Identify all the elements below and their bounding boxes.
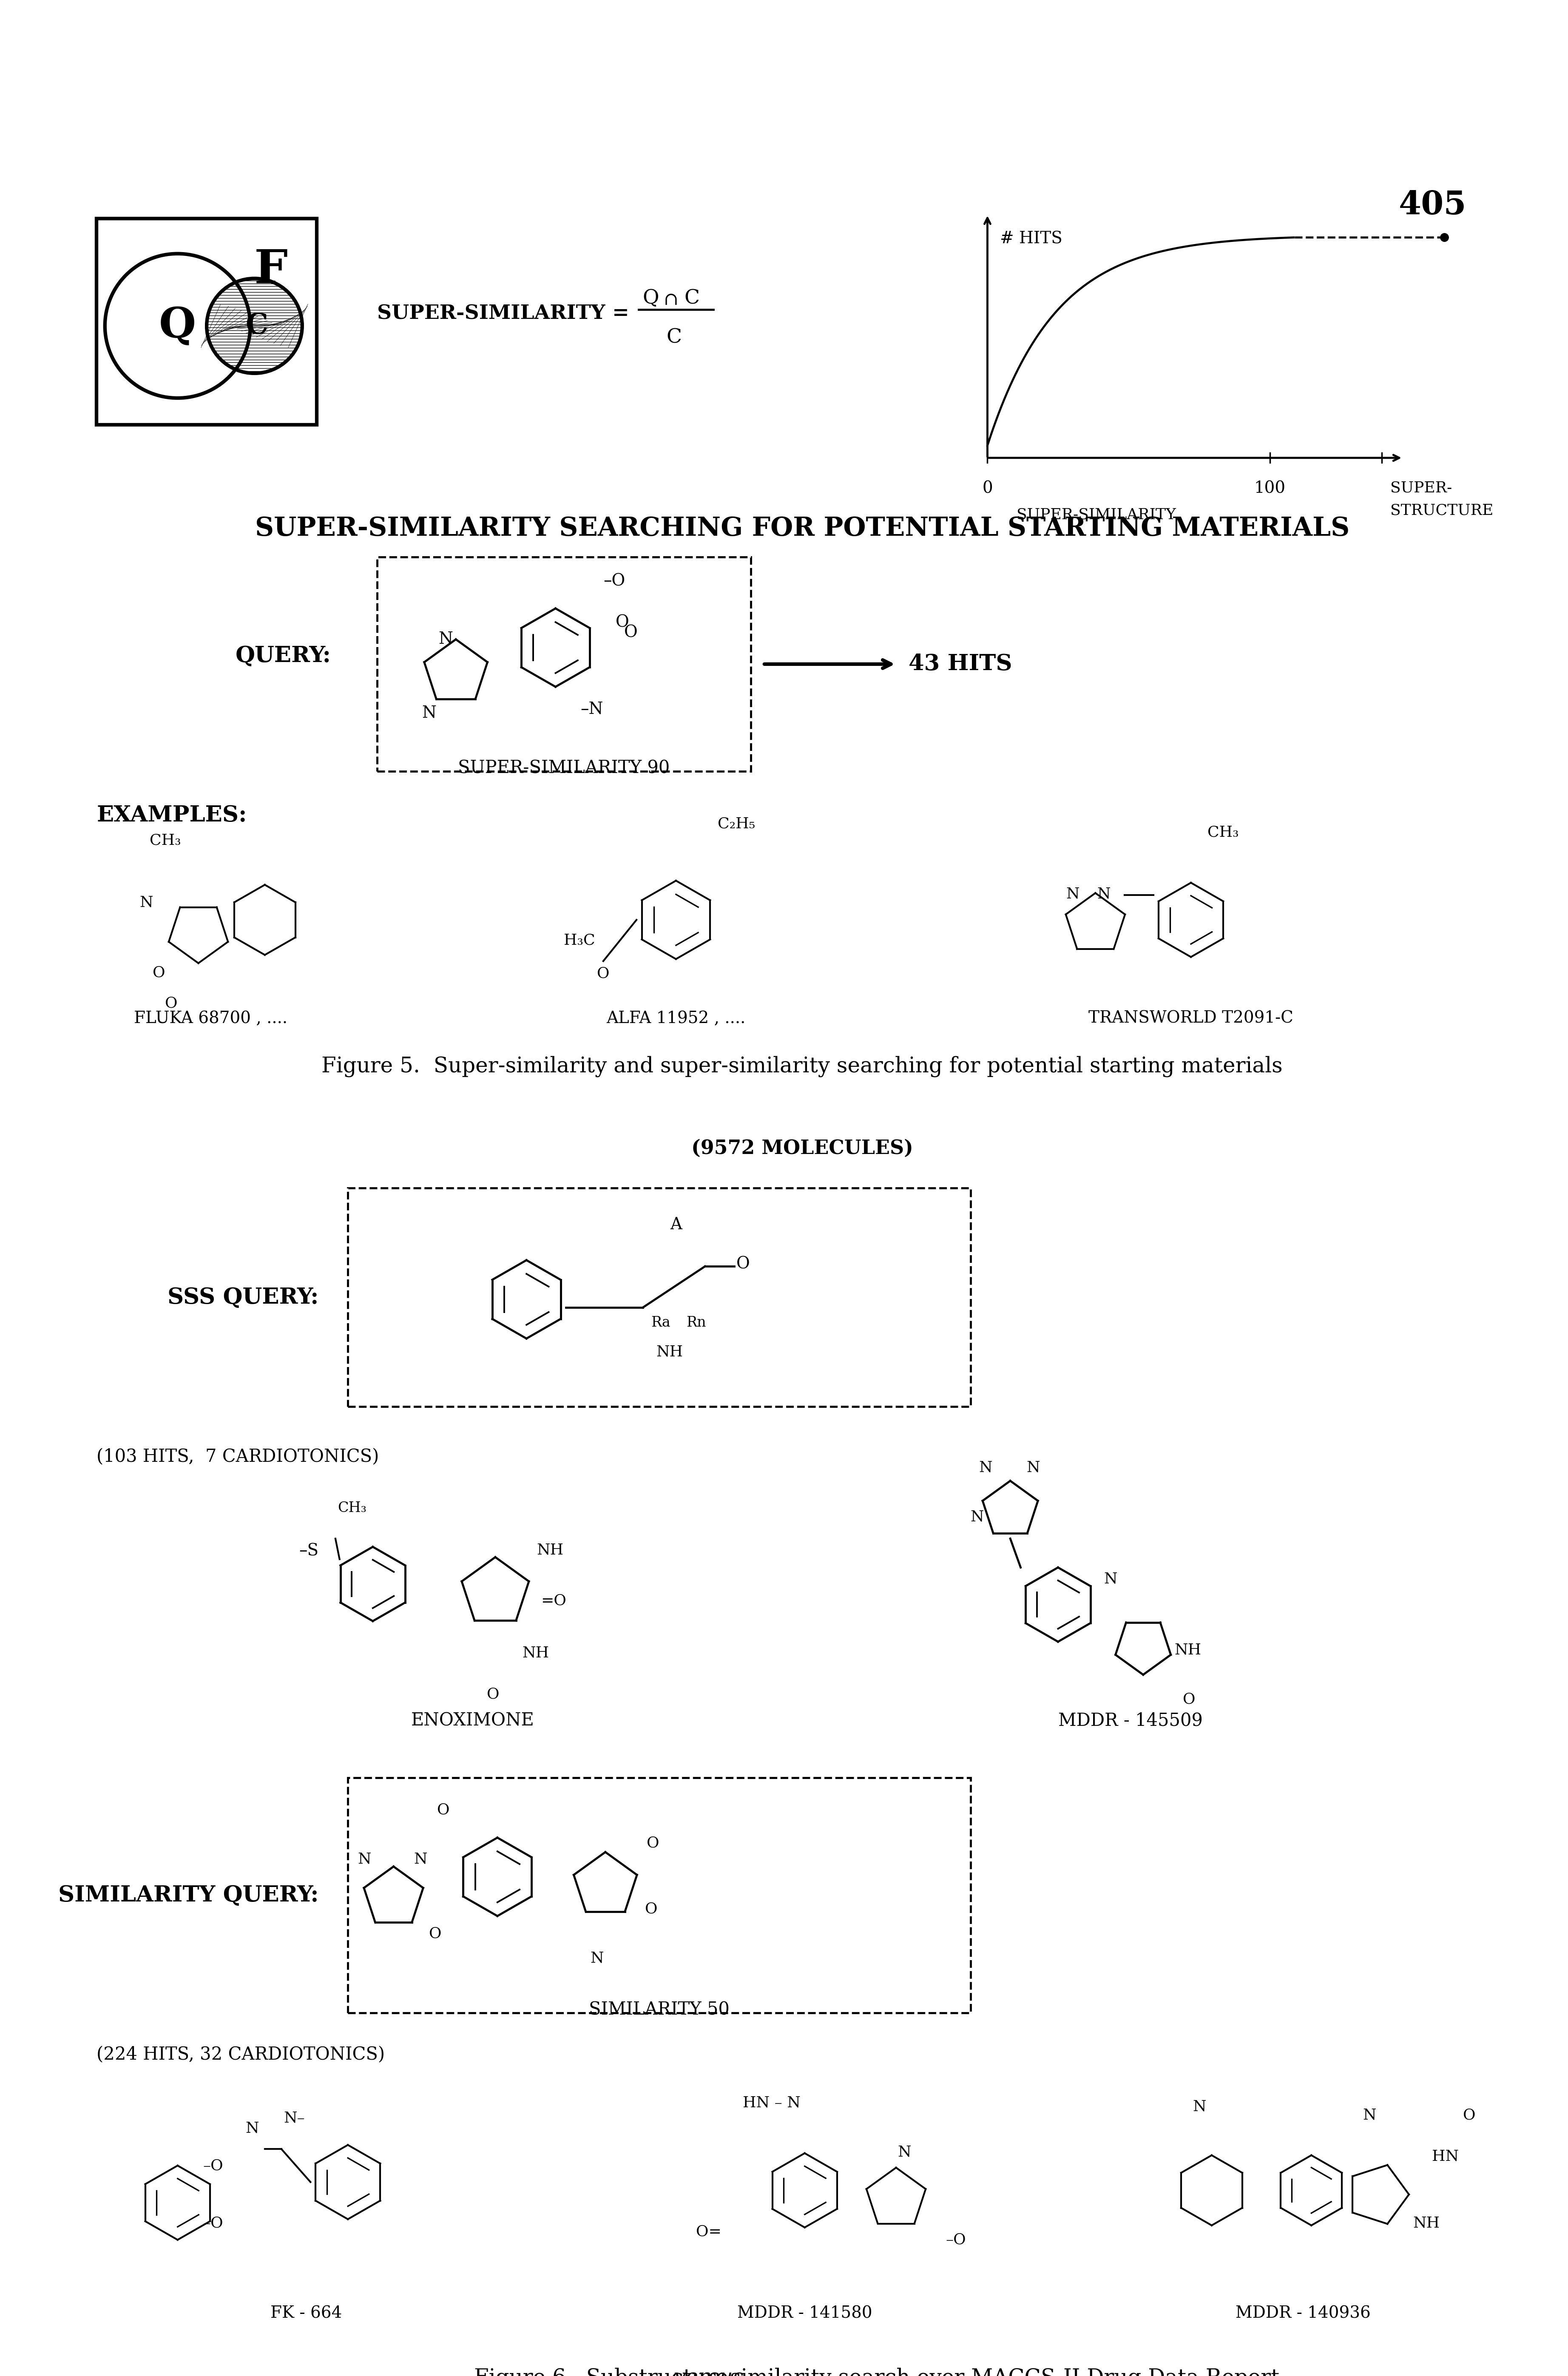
Text: Rn: Rn (687, 1316, 706, 1331)
Text: SIMILARITY 50: SIMILARITY 50 (590, 2001, 729, 2020)
Text: O: O (597, 967, 610, 981)
Text: similarity search over MACCS-II Drug Data Report: similarity search over MACCS-II Drug Dat… (723, 2369, 1279, 2376)
Text: SIMILARITY QUERY:: SIMILARITY QUERY: (58, 1884, 318, 1906)
Text: O: O (624, 625, 638, 642)
Text: O=: O= (696, 2224, 721, 2238)
Text: N: N (437, 632, 453, 646)
Text: O: O (1182, 1692, 1195, 1706)
Text: N–: N– (284, 2110, 304, 2127)
Bar (348, 1777, 971, 2012)
Text: NH: NH (657, 1345, 684, 1359)
Text: SUPER-SIMILARITY 90: SUPER-SIMILARITY 90 (458, 758, 670, 777)
Text: =O: =O (541, 1594, 566, 1609)
Text: C: C (684, 290, 699, 309)
Text: Figure 5.  Super-similarity and super-similarity searching for potential startin: Figure 5. Super-similarity and super-sim… (321, 1055, 1283, 1076)
Text: N: N (978, 1461, 993, 1475)
Text: N: N (897, 2146, 911, 2160)
Text: O: O (165, 996, 177, 1010)
Text: (224 HITS, 32 CARDIOTONICS): (224 HITS, 32 CARDIOTONICS) (97, 2046, 384, 2065)
Text: TRANSWORLD T2091-C: TRANSWORLD T2091-C (1088, 1010, 1294, 1026)
Text: FLUKA 68700 , ....: FLUKA 68700 , .... (133, 1010, 287, 1026)
Text: MDDR - 141580: MDDR - 141580 (737, 2305, 872, 2321)
Text: N: N (1363, 2108, 1377, 2122)
Text: O: O (648, 1837, 660, 1851)
Text: O: O (735, 1257, 750, 1271)
Text: QUERY:: QUERY: (235, 644, 331, 668)
Text: O: O (644, 1901, 657, 1915)
Text: FK - 664: FK - 664 (271, 2305, 342, 2321)
Text: SUPER-SIMILARITY =: SUPER-SIMILARITY = (376, 304, 629, 323)
Text: O: O (437, 1803, 450, 1818)
Text: O: O (152, 965, 165, 979)
Text: ∩: ∩ (663, 290, 679, 309)
Text: Figure 6.  Substructure: Figure 6. Substructure (474, 2369, 735, 2376)
Bar (376, 556, 751, 772)
Text: O: O (488, 1687, 500, 1701)
Text: HN – N: HN – N (743, 2096, 800, 2110)
Text: MDDR - 140936: MDDR - 140936 (1236, 2305, 1370, 2321)
Text: HN: HN (1432, 2148, 1458, 2165)
Text: –S: –S (299, 1542, 318, 1559)
Text: C: C (666, 328, 682, 347)
Text: NH: NH (1413, 2217, 1439, 2231)
Text: N: N (422, 706, 436, 720)
Text: (103 HITS,  7 CARDIOTONICS): (103 HITS, 7 CARDIOTONICS) (97, 1447, 379, 1466)
Text: N: N (1066, 886, 1079, 901)
Bar (348, 1188, 971, 1407)
Text: N: N (246, 2122, 259, 2136)
Text: NH: NH (1174, 1642, 1201, 1656)
Text: CH₃: CH₃ (149, 834, 180, 848)
Text: O: O (1463, 2108, 1475, 2122)
Text: –O: –O (604, 573, 626, 589)
Text: C₂H₅: C₂H₅ (718, 817, 754, 832)
Text: EXAMPLES:: EXAMPLES: (97, 805, 246, 827)
Text: 43 HITS: 43 HITS (908, 653, 1011, 675)
Text: SUPER-SIMILARITY: SUPER-SIMILARITY (1016, 508, 1176, 523)
Text: –O: –O (946, 2233, 966, 2248)
Text: CH₃: CH₃ (337, 1502, 367, 1516)
Text: SUPER-: SUPER- (1391, 480, 1452, 494)
Text: N: N (590, 1951, 604, 1965)
Text: N: N (1193, 2100, 1206, 2115)
Text: CH₃: CH₃ (1207, 824, 1239, 839)
Text: C: C (245, 311, 268, 340)
Text: NH: NH (522, 1647, 549, 1661)
Text: 0: 0 (982, 480, 993, 497)
Text: A: A (670, 1217, 682, 1233)
Text: 405: 405 (1399, 190, 1466, 221)
Text: O: O (616, 615, 629, 630)
Text: –N: –N (580, 701, 604, 718)
Text: N: N (1098, 886, 1110, 901)
Text: MDDR - 145509: MDDR - 145509 (1058, 1711, 1203, 1730)
Text: Ra: Ra (651, 1316, 671, 1331)
Text: STRUCTURE: STRUCTURE (1391, 504, 1493, 518)
Text: Figure 6.  Substructure versus similarity search over MACCS-II Drug Data Report: Figure 6. Substructure versus similarity… (359, 2369, 1247, 2376)
Text: NH: NH (536, 1542, 563, 1556)
Text: N: N (140, 896, 154, 910)
Text: ENOXIMONE: ENOXIMONE (411, 1711, 535, 1730)
Text: N: N (358, 1851, 372, 1868)
Text: Q: Q (643, 290, 659, 309)
Text: –O: –O (202, 2217, 223, 2231)
Text: Q: Q (158, 304, 196, 347)
Text: versus: versus (674, 2369, 743, 2376)
Text: SUPER-SIMILARITY SEARCHING FOR POTENTIAL STARTING MATERIALS: SUPER-SIMILARITY SEARCHING FOR POTENTIAL… (256, 516, 1350, 542)
Text: ALFA 11952 , ....: ALFA 11952 , .... (607, 1010, 745, 1026)
Text: N: N (1027, 1461, 1040, 1475)
Text: O: O (428, 1927, 441, 1941)
Text: N: N (1104, 1571, 1116, 1587)
Text: –O: –O (202, 2157, 223, 2172)
Text: N: N (971, 1509, 983, 1523)
Bar (97, 219, 317, 425)
Text: # HITS: # HITS (1000, 230, 1063, 247)
Text: (9572 MOLECULES): (9572 MOLECULES) (691, 1138, 913, 1157)
Text: 100: 100 (1254, 480, 1286, 497)
Text: SSS QUERY:: SSS QUERY: (168, 1285, 318, 1309)
Text: N: N (414, 1851, 426, 1868)
Text: F: F (254, 247, 289, 292)
Text: H₃C: H₃C (563, 934, 594, 948)
